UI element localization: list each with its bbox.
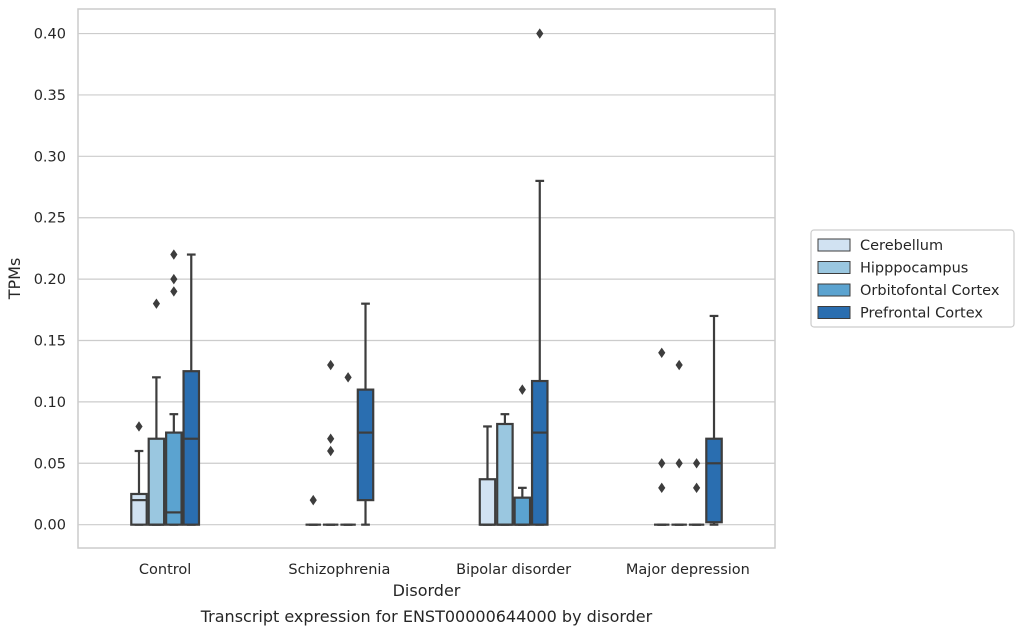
box-hipppocampus-control — [147, 298, 166, 526]
legend-label: Prefrontal Cortex — [860, 306, 983, 322]
box-prefrontal-cortex-major-depression — [705, 314, 723, 526]
box-iqr — [496, 422, 514, 526]
outlier-point — [658, 458, 666, 469]
box-hipppocampus-schizophrenia — [322, 359, 339, 526]
box-iqr — [530, 379, 549, 526]
box-orbitofontal-cortex-schizophrenia — [340, 372, 356, 526]
box-iqr — [165, 431, 183, 526]
plot-frame — [77, 8, 776, 549]
y-tick-label: 0.05 — [34, 456, 66, 472]
chart-caption: Transcript expression for ENST0000064400… — [200, 607, 653, 626]
outlier-point — [309, 494, 317, 506]
y-tick-label: 0.10 — [34, 395, 66, 411]
box-cerebellum-control — [130, 421, 148, 526]
box-iqr — [182, 370, 201, 526]
legend-frame — [810, 229, 1015, 328]
y-tick-label: 0.20 — [34, 272, 66, 288]
box-prefrontal-cortex-schizophrenia — [356, 302, 375, 526]
box-hipppocampus-bipolar-disorder — [496, 413, 514, 526]
y-tick-label: 0.35 — [34, 88, 66, 104]
box-iqr — [147, 437, 166, 526]
box-iqr — [356, 388, 375, 502]
box-prefrontal-cortex-bipolar-disorder — [530, 28, 549, 526]
outlier-point — [327, 445, 335, 457]
box-cerebellum-schizophrenia — [305, 494, 321, 526]
outlier-point — [327, 359, 335, 371]
y-axis-ticks: 0.00 0.05 0.10 0.15 0.20 0.25 0.30 0.35 0.40 — [34, 27, 66, 534]
y-axis-label: TPMs — [5, 258, 24, 301]
legend-item: Orbitofontal Cortex — [817, 283, 1000, 299]
outlier-point — [536, 28, 544, 39]
box-cerebellum-bipolar-disorder — [478, 425, 497, 526]
outlier-point — [135, 421, 143, 432]
outlier-point — [658, 482, 666, 494]
y-tick-label: 0.00 — [34, 518, 66, 534]
x-tick-label: Major depression — [626, 562, 750, 578]
x-tick-label: Bipolar disorder — [456, 562, 571, 578]
legend-item: Prefrontal Cortex — [817, 306, 983, 322]
outlier-point — [675, 359, 683, 371]
box-orbitofontal-cortex-control — [165, 249, 183, 526]
legend-item: Hipppocampus — [817, 261, 968, 277]
legend: Cerebellum Hipppocampus Orbitofontal Corte… — [810, 229, 1015, 328]
legend-swatch — [817, 306, 851, 319]
legend-label: Hipppocampus — [860, 261, 968, 277]
outlier-point — [170, 273, 178, 285]
box-orbitofontal-cortex-bipolar-disorder — [513, 384, 532, 526]
outlier-point — [170, 286, 178, 297]
box-orbitofontal-cortex-major-depression — [688, 458, 705, 526]
y-tick-label: 0.30 — [34, 149, 66, 165]
box-hipppocampus-major-depression — [671, 359, 687, 526]
box-iqr — [130, 492, 148, 526]
box-iqr — [478, 478, 497, 526]
outlier-point — [692, 482, 701, 494]
x-tick-label: Schizophrenia — [288, 562, 390, 578]
box-iqr — [513, 496, 532, 526]
box-iqr — [705, 437, 723, 524]
legend-swatch — [817, 261, 851, 274]
box-prefrontal-cortex-control — [182, 253, 201, 526]
outlier-point — [675, 458, 683, 469]
plot-boxes — [130, 28, 723, 526]
box-cerebellum-major-depression — [654, 347, 670, 526]
y-tick-label: 0.15 — [34, 334, 66, 350]
outlier-point — [658, 347, 666, 358]
outlier-point — [344, 372, 352, 383]
y-tick-label: 0.40 — [34, 27, 66, 43]
outlier-point — [692, 458, 701, 469]
outlier-point — [327, 433, 335, 444]
x-tick-label: Control — [139, 562, 191, 578]
x-axis-ticks: Control Schizophrenia Bipolar disorder Majo… — [139, 562, 750, 578]
x-axis-label: Disorder — [393, 581, 461, 600]
legend-label: Cerebellum — [860, 238, 943, 254]
outlier-point — [170, 249, 178, 260]
legend-item: Cerebellum — [817, 238, 943, 254]
legend-label: Orbitofontal Cortex — [860, 283, 1000, 299]
legend-swatch — [817, 238, 851, 252]
outlier-point — [152, 298, 161, 309]
outlier-point — [518, 384, 526, 395]
legend-swatch — [817, 283, 851, 297]
y-tick-label: 0.25 — [34, 211, 66, 227]
